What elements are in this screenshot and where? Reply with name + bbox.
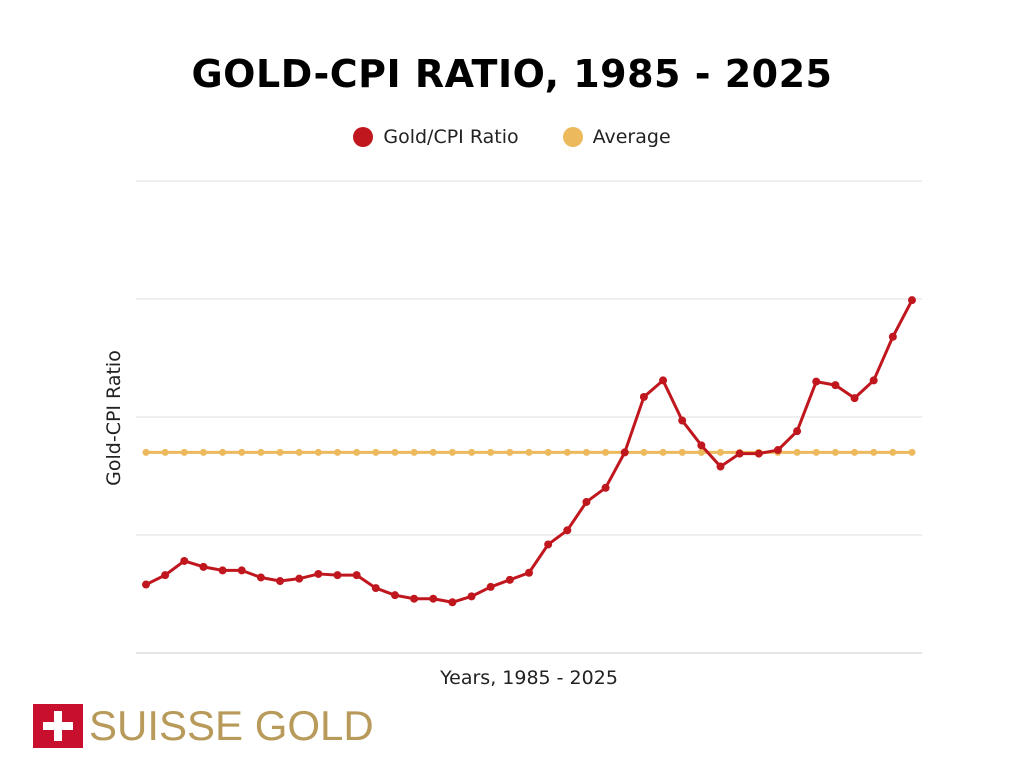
data-point-ratio[interactable] bbox=[773, 446, 782, 455]
legend-swatch-average bbox=[562, 127, 583, 147]
data-point-average[interactable] bbox=[506, 448, 514, 456]
data-point-average[interactable] bbox=[831, 448, 839, 456]
data-point-average[interactable] bbox=[717, 448, 724, 456]
data-point-average[interactable] bbox=[429, 448, 437, 456]
data-point-ratio[interactable] bbox=[199, 562, 208, 571]
data-point-ratio[interactable] bbox=[429, 594, 438, 603]
data-point-average[interactable] bbox=[257, 448, 265, 456]
data-point-average[interactable] bbox=[525, 448, 533, 456]
data-point-ratio[interactable] bbox=[601, 483, 610, 492]
data-point-ratio[interactable] bbox=[276, 577, 285, 586]
data-point-average[interactable] bbox=[659, 448, 667, 456]
data-point-ratio[interactable] bbox=[237, 566, 246, 575]
data-point-average[interactable] bbox=[640, 448, 648, 456]
legend-item-ratio[interactable]: Gold/CPI Ratio bbox=[353, 126, 519, 148]
data-point-ratio[interactable] bbox=[582, 497, 591, 506]
data-point-ratio[interactable] bbox=[639, 392, 648, 401]
x-axis-label: Years, 1985 - 2025 bbox=[440, 667, 618, 689]
data-point-average[interactable] bbox=[142, 448, 150, 456]
data-point-ratio[interactable] bbox=[659, 376, 668, 385]
data-point-average[interactable] bbox=[678, 448, 686, 456]
logo-text: SUISSE GOLD bbox=[89, 702, 374, 749]
data-point-average[interactable] bbox=[391, 448, 399, 456]
data-point-average[interactable] bbox=[314, 448, 322, 456]
data-point-average[interactable] bbox=[199, 448, 207, 456]
data-point-ratio[interactable] bbox=[371, 584, 380, 593]
data-point-average[interactable] bbox=[238, 448, 246, 456]
data-point-average[interactable] bbox=[793, 448, 801, 456]
data-point-average[interactable] bbox=[544, 448, 552, 456]
data-point-ratio[interactable] bbox=[142, 580, 150, 589]
data-point-average[interactable] bbox=[468, 448, 476, 456]
data-point-average[interactable] bbox=[908, 448, 916, 456]
data-point-ratio[interactable] bbox=[256, 573, 265, 582]
data-point-average[interactable] bbox=[697, 448, 705, 456]
data-point-average[interactable] bbox=[889, 448, 897, 456]
legend-swatch-ratio bbox=[353, 127, 374, 147]
data-point-ratio[interactable] bbox=[505, 575, 514, 584]
data-point-average[interactable] bbox=[602, 448, 610, 456]
data-point-ratio[interactable] bbox=[295, 574, 304, 583]
data-point-ratio[interactable] bbox=[888, 332, 897, 341]
data-point-ratio[interactable] bbox=[620, 448, 629, 457]
legend-item-average[interactable]: Average bbox=[562, 126, 671, 148]
data-point-ratio[interactable] bbox=[831, 381, 840, 390]
data-point-ratio[interactable] bbox=[390, 591, 399, 600]
data-point-average[interactable] bbox=[870, 448, 878, 456]
data-point-ratio[interactable] bbox=[869, 376, 878, 385]
data-point-ratio[interactable] bbox=[697, 441, 706, 450]
chart-legend: Gold/CPI Ratio Average bbox=[0, 126, 1024, 148]
data-point-ratio[interactable] bbox=[908, 296, 916, 305]
data-point-average[interactable] bbox=[410, 448, 418, 456]
data-point-average[interactable] bbox=[295, 448, 303, 456]
data-point-ratio[interactable] bbox=[333, 571, 342, 580]
swiss-cross-icon bbox=[33, 704, 83, 748]
data-point-average[interactable] bbox=[161, 448, 169, 456]
data-point-ratio[interactable] bbox=[448, 598, 457, 607]
y-axis-label: Gold-CPI Ratio bbox=[103, 350, 125, 486]
data-point-average[interactable] bbox=[219, 448, 227, 456]
data-point-average[interactable] bbox=[180, 448, 188, 456]
data-point-average[interactable] bbox=[851, 448, 859, 456]
data-point-ratio[interactable] bbox=[735, 449, 744, 458]
data-point-average[interactable] bbox=[334, 448, 341, 456]
data-point-average[interactable] bbox=[448, 448, 456, 456]
data-point-ratio[interactable] bbox=[716, 462, 725, 471]
data-point-ratio[interactable] bbox=[793, 427, 802, 436]
data-point-ratio[interactable] bbox=[180, 556, 189, 565]
data-point-ratio[interactable] bbox=[486, 582, 495, 591]
data-point-ratio[interactable] bbox=[352, 571, 361, 580]
chart-title: GOLD-CPI RATIO, 1985 - 2025 bbox=[191, 52, 833, 96]
legend-label-average: Average bbox=[592, 126, 671, 148]
data-point-average[interactable] bbox=[276, 448, 284, 456]
data-point-ratio[interactable] bbox=[410, 594, 419, 603]
data-point-ratio[interactable] bbox=[754, 449, 763, 458]
data-point-ratio[interactable] bbox=[467, 592, 476, 601]
data-point-ratio[interactable] bbox=[563, 526, 572, 535]
data-point-ratio[interactable] bbox=[218, 566, 227, 575]
data-point-ratio[interactable] bbox=[525, 568, 533, 577]
data-point-average[interactable] bbox=[372, 448, 380, 456]
data-point-average[interactable] bbox=[563, 448, 571, 456]
data-point-average[interactable] bbox=[812, 448, 820, 456]
data-point-average[interactable] bbox=[353, 448, 361, 456]
data-point-ratio[interactable] bbox=[812, 377, 821, 386]
data-point-ratio[interactable] bbox=[850, 394, 859, 403]
data-point-ratio[interactable] bbox=[544, 540, 553, 549]
data-point-average[interactable] bbox=[582, 448, 590, 456]
data-point-average[interactable] bbox=[487, 448, 495, 456]
brand-logo[interactable]: SUISSE GOLD bbox=[33, 704, 374, 748]
legend-label-ratio: Gold/CPI Ratio bbox=[383, 126, 519, 148]
data-point-ratio[interactable] bbox=[678, 416, 687, 425]
data-point-ratio[interactable] bbox=[161, 571, 170, 580]
data-point-ratio[interactable] bbox=[314, 569, 323, 578]
